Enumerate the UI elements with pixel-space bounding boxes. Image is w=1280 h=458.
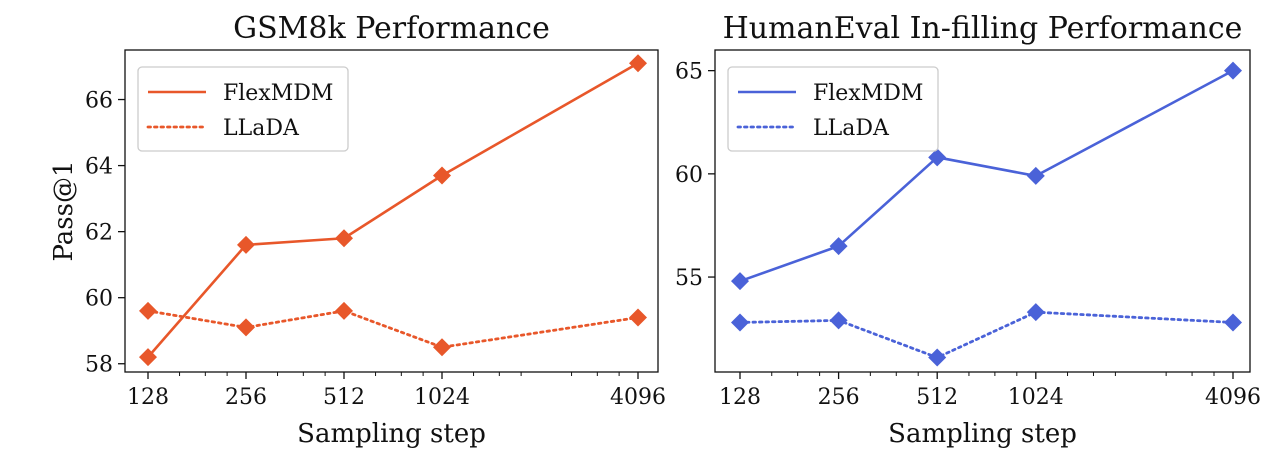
x-tick-label: 1024 xyxy=(414,385,470,410)
y-axis-label: Pass@1 xyxy=(49,160,79,261)
data-point-flexmdm xyxy=(335,229,353,248)
data-point-llada xyxy=(731,313,749,332)
series-line-llada xyxy=(738,310,1235,359)
data-point-flexmdm xyxy=(1224,61,1242,80)
data-point-llada xyxy=(629,308,647,327)
legend: FlexMDM LLaDA xyxy=(727,66,939,152)
data-point-llada xyxy=(335,301,353,320)
chart-1: GSM8k Performance 128 256 512 1024 4096 58 60 62… xyxy=(49,11,666,449)
data-point-llada xyxy=(1026,303,1045,322)
y-tick-label: 66 xyxy=(85,89,113,114)
legend-label-llada: LLaDA xyxy=(223,116,300,141)
plot-frame xyxy=(124,49,659,373)
x-tick-label: 4096 xyxy=(1205,385,1261,410)
plot-frame xyxy=(714,49,1251,373)
y-tick-label: 62 xyxy=(85,221,113,246)
x-tick-label: 128 xyxy=(127,385,169,410)
chart-2: HumanEval In-filling Performance 128 256 51… xyxy=(675,11,1261,449)
legend-box xyxy=(137,66,349,152)
data-point-flexmdm xyxy=(928,148,947,167)
series-line-llada xyxy=(146,309,640,349)
legend-label-llada: LLaDA xyxy=(813,116,890,141)
data-point-flexmdm xyxy=(829,237,848,256)
data-point-flexmdm xyxy=(237,235,255,254)
y-tick-label: 60 xyxy=(85,287,113,312)
data-point-llada xyxy=(829,311,848,330)
data-point-flexmdm xyxy=(1026,166,1045,185)
data-point-llada xyxy=(139,301,157,320)
x-axis-label: Sampling step xyxy=(297,419,486,449)
y-tick-label: 58 xyxy=(85,353,113,378)
legend: FlexMDM LLaDA xyxy=(137,66,349,152)
y-tick-label: 65 xyxy=(675,60,703,85)
x-axis-label: Sampling step xyxy=(888,419,1077,449)
data-point-llada xyxy=(1224,313,1242,332)
y-tick-label: 64 xyxy=(85,155,113,180)
x-tick-label: 4096 xyxy=(610,385,666,410)
chart-title: GSM8k Performance xyxy=(233,11,550,46)
x-tick-label: 512 xyxy=(323,385,365,410)
legend-label-flexmdm: FlexMDM xyxy=(223,81,333,106)
x-tick-label: 512 xyxy=(916,385,958,410)
legend-label-flexmdm: FlexMDM xyxy=(813,81,923,106)
y-tick-label: 60 xyxy=(675,163,703,188)
legend-box xyxy=(727,66,939,152)
data-point-flexmdm xyxy=(731,272,749,291)
x-tick-label: 128 xyxy=(719,385,761,410)
y-tick-label: 55 xyxy=(675,266,703,291)
data-point-llada xyxy=(433,338,451,357)
chart-title: HumanEval In-filling Performance xyxy=(723,11,1243,46)
x-tick-label: 1024 xyxy=(1008,385,1064,410)
data-point-llada xyxy=(237,318,255,337)
x-tick-label: 256 xyxy=(818,385,860,410)
data-point-flexmdm xyxy=(433,166,451,185)
x-tick-label: 256 xyxy=(225,385,267,410)
data-point-llada xyxy=(928,348,947,367)
data-point-flexmdm xyxy=(629,54,647,73)
data-point-flexmdm xyxy=(139,348,157,367)
